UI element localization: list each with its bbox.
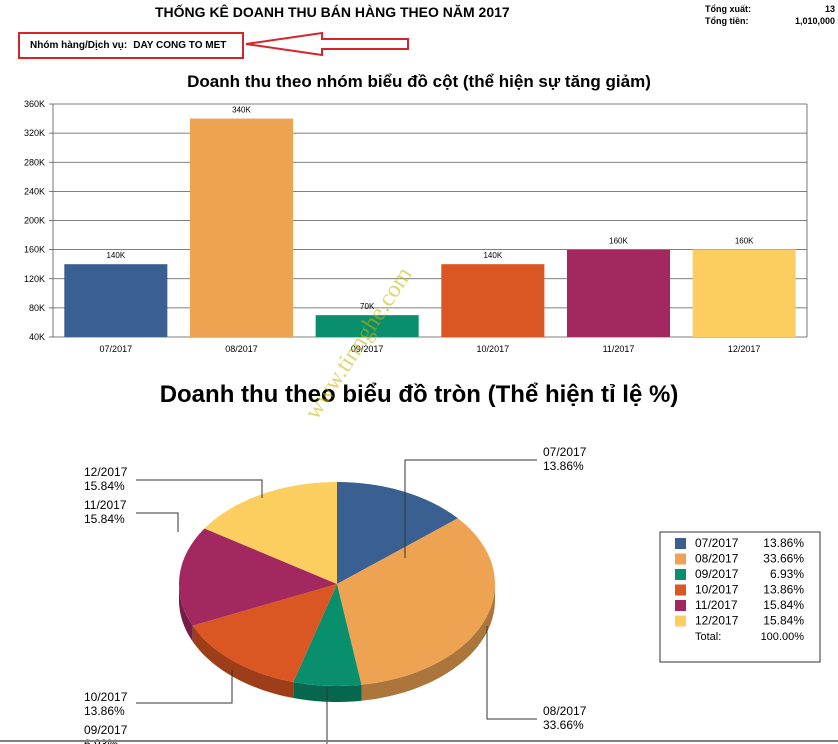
legend-label: 08/2017	[695, 552, 739, 566]
legend-value: 13.86%	[763, 536, 804, 550]
bar-y-tick-label: 40K	[29, 332, 45, 342]
bar-y-tick-label: 320K	[24, 128, 45, 138]
pointer-arrow-icon	[245, 31, 409, 57]
pie-label-period: 09/2017	[84, 723, 128, 737]
pie-label-period: 12/2017	[84, 465, 128, 479]
pie-leader-line	[404, 459, 537, 558]
pie-slice-side-11/2017	[179, 584, 193, 642]
legend-label: 09/2017	[695, 567, 739, 581]
legend-swatch	[675, 553, 686, 565]
legend-swatch	[675, 584, 686, 596]
legend-total-value: 100.00%	[761, 631, 805, 643]
legend-value: 13.86%	[763, 583, 804, 597]
bar-y-tick-label: 360K	[24, 99, 45, 109]
pie-slice-09/2017	[293, 584, 362, 687]
bar-value-label: 160K	[735, 237, 754, 246]
legend-label: 10/2017	[695, 583, 739, 597]
pie-legend-box	[659, 531, 821, 663]
bar-value-label: 160K	[609, 237, 628, 246]
pie-chart: 07/201713.86%08/201733.66%09/20176.93%10…	[84, 445, 821, 744]
bar-12/2017	[692, 249, 796, 337]
filter-label: Nhóm hàng/Dịch vụ:	[30, 40, 128, 51]
legend-value: 33.66%	[763, 552, 804, 566]
bar-value-label: 140K	[106, 251, 125, 260]
pie-label-period: 07/2017	[543, 445, 587, 459]
pie-label-percent: 15.84%	[84, 479, 125, 493]
bar-value-label: 340K	[232, 106, 251, 115]
bar-y-tick-label: 80K	[29, 303, 45, 313]
bar-chart-title: Doanh thu theo nhóm biểu đồ cột (thể hiệ…	[187, 72, 651, 91]
pie-label-percent: 13.86%	[543, 459, 584, 473]
bar-category-label: 09/2017	[351, 344, 384, 354]
report-title: THỐNG KÊ DOANH THU BÁN HÀNG THEO NĂM 201…	[155, 4, 510, 20]
pie-label-percent: 33.66%	[543, 718, 584, 732]
bar-y-tick-label: 200K	[24, 216, 45, 226]
bar-category-label: 10/2017	[477, 344, 510, 354]
pie-slice-side-10/2017	[192, 625, 294, 699]
pie-leader-line	[486, 626, 537, 720]
bar-y-tick-label: 120K	[24, 274, 45, 284]
pie-slice-08/2017	[337, 518, 496, 685]
pie-label-period: 11/2017	[84, 498, 127, 512]
page-bottom-border	[0, 740, 838, 742]
total-exported-label: Tổng xuất:	[705, 4, 751, 14]
bar-y-tick-label: 160K	[24, 245, 45, 255]
filter-box: Nhóm hàng/Dịch vụ: DAY CONG TO MET	[18, 32, 244, 59]
bar-08/2017	[189, 118, 294, 337]
bar-category-label: 07/2017	[100, 344, 133, 354]
bar-value-label: 140K	[483, 251, 502, 260]
bar-09/2017	[315, 315, 419, 337]
bar-category-label: 08/2017	[225, 344, 258, 354]
pie-label-period: 10/2017	[84, 690, 128, 704]
legend-swatch	[675, 538, 686, 549]
legend-swatch	[675, 615, 686, 627]
pie-slice-side-08/2017	[361, 584, 495, 701]
filter-value: DAY CONG TO MET	[133, 40, 227, 51]
bar-11/2017	[566, 249, 671, 337]
legend-total-label: Total:	[695, 631, 721, 643]
pie-label-percent: 13.86%	[84, 704, 125, 718]
pie-slice-11/2017	[179, 528, 337, 626]
pie-slice-07/2017	[337, 482, 458, 584]
legend-label: 11/2017	[695, 598, 738, 612]
bar-07/2017	[64, 264, 168, 337]
pie-slice-10/2017	[192, 584, 337, 683]
pie-leader-line	[136, 670, 233, 704]
pie-label-percent: 15.84%	[84, 512, 125, 526]
pie-leader-line	[136, 479, 263, 498]
pie-slice-12/2017	[204, 482, 337, 584]
pie-label-period: 08/2017	[543, 704, 587, 718]
pie-chart-title: Doanh thu theo biểu đồ tròn (Thể hiện tỉ…	[159, 381, 679, 408]
legend-swatch	[675, 569, 686, 580]
legend-label: 12/2017	[695, 614, 739, 628]
bar-value-label: 70K	[360, 302, 375, 311]
bar-y-tick-label: 280K	[24, 157, 45, 167]
bar-category-label: 11/2017	[603, 344, 635, 354]
legend-swatch	[675, 600, 686, 611]
total-amount-value: 1,010,000	[794, 16, 835, 26]
pie-leader-line	[136, 512, 179, 532]
bar-chart: 40K 80K 120K 160K 200K 240K 280K 320K 360K 140K 3…	[24, 99, 808, 354]
total-exported-value: 13	[824, 4, 835, 14]
legend-value: 6.93%	[770, 567, 804, 581]
legend-value: 15.84%	[763, 598, 804, 612]
legend-value: 15.84%	[763, 614, 804, 628]
bar-10/2017	[441, 264, 545, 337]
legend-label: 07/2017	[695, 536, 739, 550]
bar-category-label: 12/2017	[728, 344, 761, 354]
bar-y-tick-label: 240K	[24, 186, 45, 196]
total-amount-label: Tổng tiền:	[705, 16, 749, 26]
